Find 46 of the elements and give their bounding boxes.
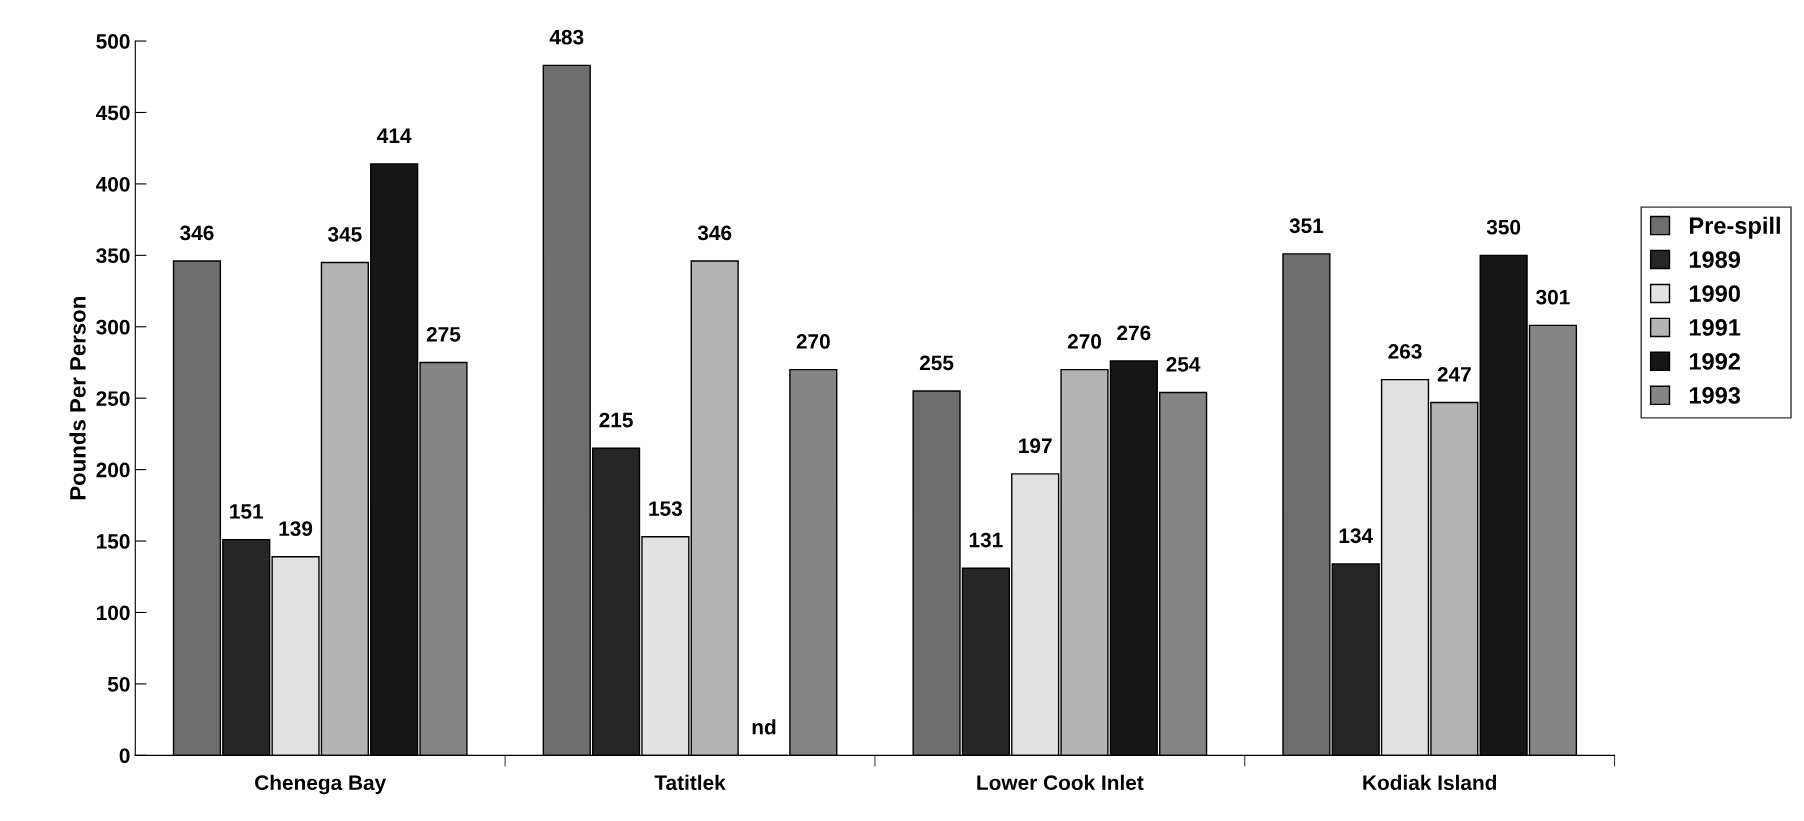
data-label: 270 [1067, 334, 1102, 349]
x-tick-label: Chenega Bay [255, 774, 387, 795]
legend-label: 1990 [1689, 285, 1740, 302]
y-tick-label: 150 [96, 534, 130, 549]
data-label: 139 [279, 521, 313, 536]
legend-label: 1993 [1689, 387, 1741, 404]
y-tick-label: 400 [96, 176, 130, 192]
y-tick-label: 200 [96, 462, 130, 478]
y-tick-label: 250 [96, 391, 130, 406]
x-tick-label: Tatitlek [654, 774, 726, 791]
x-tick-label: Lower Cook Inlet [977, 774, 1144, 791]
legend-label: 1991 [1689, 319, 1741, 336]
y-tick-label: 100 [96, 605, 130, 621]
data-label: 131 [969, 532, 1003, 548]
data-label: 275 [426, 326, 461, 342]
y-tick-label: 500 [96, 34, 130, 49]
data-label: 346 [697, 225, 732, 241]
data-label: 151 [230, 504, 264, 519]
data-label: 134 [1339, 528, 1373, 544]
data-label: 483 [549, 29, 584, 45]
data-label: 197 [1019, 438, 1052, 454]
data-label: 247 [1437, 366, 1471, 382]
data-label: 255 [919, 355, 954, 371]
data-label: 270 [796, 334, 830, 349]
data-label: 350 [1486, 219, 1521, 235]
legend-label: 1992 [1689, 353, 1740, 370]
legend-label: Pre-spill [1689, 216, 1780, 239]
data-label: 153 [649, 501, 682, 516]
legend-label: 1989 [1689, 251, 1741, 268]
data-label: 263 [1388, 344, 1422, 359]
y-tick-label: 0 [119, 748, 130, 764]
data-label: 301 [1536, 289, 1570, 305]
data-label: 345 [327, 226, 362, 242]
y-tick-label: 50 [107, 676, 130, 692]
y-axis-title: Pounds Per Person [69, 297, 86, 500]
data-label: 254 [1166, 356, 1201, 372]
data-label: 351 [1289, 218, 1324, 234]
text: nd [752, 719, 776, 735]
y-tick-label: 300 [96, 319, 130, 335]
data-label: 215 [599, 412, 633, 428]
y-tick-label: 450 [96, 105, 130, 121]
data-label: 346 [180, 225, 214, 241]
x-tick-label: Kodiak Island [1363, 774, 1497, 791]
y-tick-label: 350 [96, 248, 130, 264]
data-label: 414 [377, 128, 412, 143]
data-label: 276 [1117, 325, 1151, 341]
